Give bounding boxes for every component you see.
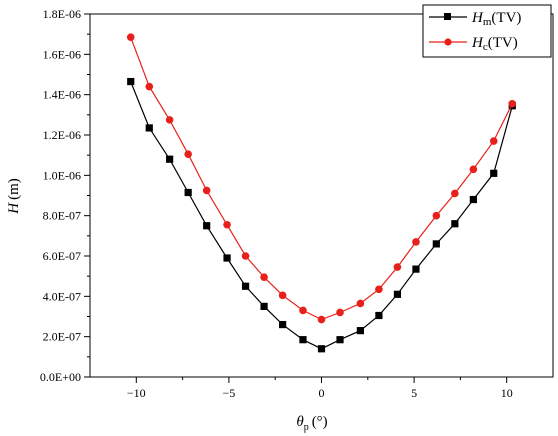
x-tick-label: 5 [411, 386, 417, 400]
data-point-m [299, 336, 307, 344]
data-point-c [223, 220, 231, 229]
series-m [127, 77, 516, 353]
data-point-m [336, 336, 344, 344]
y-tick-label: 1.6E-06 [43, 47, 81, 61]
data-point-m [375, 311, 383, 320]
y-tick-label: 1.0E-06 [43, 168, 81, 182]
data-point-c [412, 238, 420, 246]
data-point-c [393, 263, 402, 271]
y-tick-label: 6.0E-07 [43, 249, 81, 263]
data-point-c [375, 285, 383, 294]
svg-text:H(m): H (m) [6, 178, 22, 215]
data-point-c [202, 186, 211, 195]
series-line-c [130, 36, 513, 321]
legend-hc-symbol: H [471, 35, 484, 51]
data-point-c [336, 308, 344, 317]
data-point-m [241, 282, 250, 290]
legend-hc-sub: c [483, 41, 488, 53]
y-tick-label: 0.0E+00 [40, 370, 81, 384]
x-axis-title: θp (°) [296, 414, 327, 433]
legend-hm-sub: m [483, 16, 492, 28]
svg-text:θp(°): θp (°) [296, 414, 327, 433]
legend: Hm(TV) Hc(TV) [422, 4, 552, 58]
y-axis-symbol: H [6, 202, 22, 215]
series-layer [126, 33, 517, 353]
y-tick-label: 1.4E-06 [43, 88, 81, 102]
y-tick-label: 1.2E-06 [43, 128, 81, 142]
data-point-c [184, 150, 192, 158]
data-point-m [490, 169, 498, 177]
y-tick-label: 2.0E-07 [43, 330, 81, 344]
data-point-c [432, 211, 441, 220]
data-point-c [165, 116, 174, 124]
x-tick-label: −10 [127, 386, 146, 400]
data-point-m [432, 240, 440, 248]
data-point-c [451, 189, 459, 198]
data-point-c [317, 315, 326, 324]
data-point-m [451, 220, 459, 228]
x-axis-subscript: p [304, 422, 309, 433]
data-point-c [489, 137, 498, 145]
legend-marker-hc [444, 38, 452, 46]
data-point-c [508, 99, 517, 108]
x-axis-unit: (°) [312, 414, 328, 430]
y-axis-unit: (m) [6, 178, 22, 200]
legend-item-hm: Hm(TV) [429, 10, 521, 28]
svg-text:Hm(TV): Hm(TV) [471, 10, 521, 28]
x-tick-label: −5 [223, 386, 236, 400]
x-tick-label: 0 [319, 386, 325, 400]
data-point-c [260, 273, 268, 281]
data-point-m [356, 327, 364, 335]
data-point-m [412, 265, 420, 273]
data-point-c [145, 82, 154, 91]
legend-hc-suffix: (TV) [488, 35, 518, 51]
data-point-m [166, 155, 174, 163]
y-tick-label: 4.0E-07 [43, 289, 81, 303]
x-axis-symbol: θ [296, 414, 304, 430]
data-point-m [223, 254, 231, 262]
data-point-c [299, 306, 307, 315]
legend-marker-hm [444, 13, 451, 20]
data-point-m [317, 345, 326, 353]
data-point-m [469, 195, 477, 204]
data-point-m [184, 188, 192, 197]
series-line-m [130, 81, 513, 350]
data-point-c [126, 33, 135, 41]
data-point-c [278, 291, 287, 300]
data-point-m [279, 320, 287, 329]
series-c [126, 33, 517, 324]
y-tick-label: 8.0E-07 [43, 209, 81, 223]
axes: −10 −5 0 5 10 0.0E+00 2.0E-07 4.0E-07 6.0E-07 8.0… [40, 7, 513, 400]
data-point-m [260, 302, 268, 311]
data-point-m [203, 222, 211, 230]
y-tick-label: 1.8E-06 [43, 7, 81, 21]
data-point-c [469, 165, 478, 174]
data-point-m [145, 124, 153, 132]
data-point-m [127, 77, 135, 86]
data-point-m [393, 290, 402, 298]
x-tick-label: 10 [501, 386, 513, 400]
y-axis-title: H (m) [6, 178, 22, 215]
svg-text:Hc(TV): Hc(TV) [471, 35, 518, 53]
legend-hm-suffix: (TV) [491, 10, 521, 26]
legend-hm-symbol: H [471, 10, 484, 26]
data-point-c [356, 299, 365, 308]
legend-item-hc: Hc(TV) [429, 35, 518, 53]
data-point-c [241, 252, 250, 260]
